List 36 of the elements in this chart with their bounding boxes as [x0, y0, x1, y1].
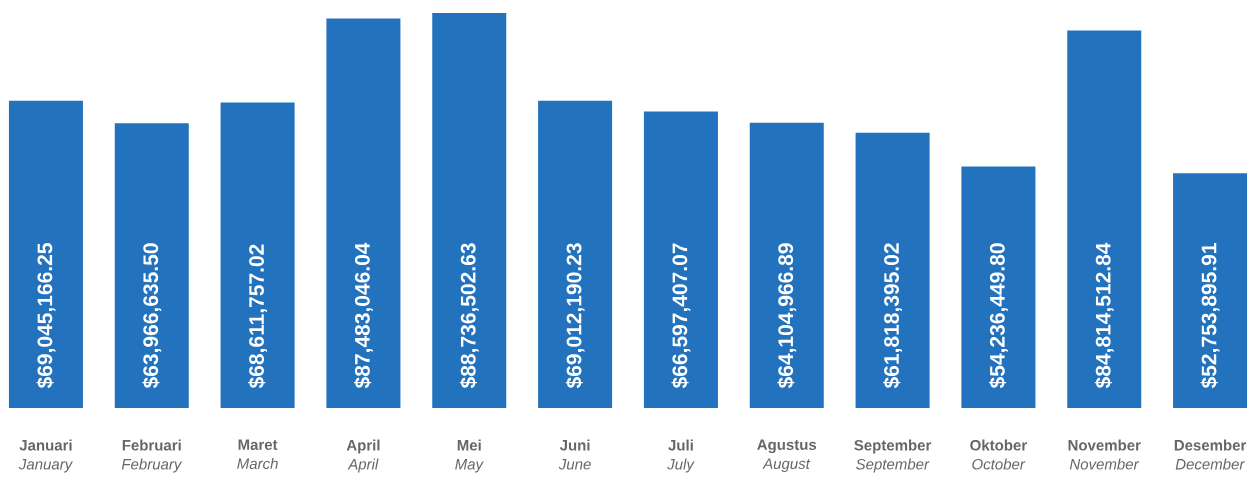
data-label: $54,236,449.80 — [988, 243, 1008, 389]
data-label: $63,966,635.50 — [142, 243, 162, 389]
data-label: $84,814,512.84 — [1094, 242, 1114, 389]
x-tick-label: Oktober October — [970, 439, 1027, 470]
data-label: $88,736,502.63 — [459, 243, 479, 389]
x-tick-label: Juni June — [558, 439, 591, 470]
data-label: $66,597,407.07 — [671, 243, 691, 389]
bar — [855, 132, 930, 408]
bar — [1067, 30, 1142, 408]
bar — [749, 122, 824, 408]
x-tick-label: September September — [854, 439, 932, 473]
x-tick-label: November November — [1068, 439, 1141, 470]
data-label: $87,483,046.04 — [354, 242, 373, 389]
bar — [432, 12, 507, 408]
bar — [326, 18, 401, 408]
data-label: $69,045,166.25 — [36, 243, 56, 389]
data-label: $61,818,395.02 — [883, 243, 902, 389]
bar — [1173, 173, 1248, 408]
bar — [961, 166, 1036, 408]
x-tick-label: April April — [346, 439, 380, 473]
data-label: $69,012,190.23 — [565, 243, 585, 389]
bar — [643, 111, 718, 408]
x-tick-label: Desember December — [1174, 439, 1247, 470]
x-tick-label: Januari January — [18, 439, 73, 473]
x-tick-label: Mei May — [455, 439, 484, 473]
bar — [220, 102, 295, 408]
x-tick-label: Februari February — [121, 439, 183, 473]
data-label: $68,611,757.02 — [248, 244, 268, 389]
bar — [538, 100, 613, 408]
x-tick-label: Maret March — [237, 439, 278, 469]
bar — [8, 100, 83, 408]
x-tick-label: Agustus August — [757, 439, 817, 472]
bar — [114, 123, 189, 408]
data-label: $64,104,966.89 — [777, 243, 797, 389]
data-label: $52,753,895.91 — [1200, 243, 1220, 389]
x-tick-label: Juli July — [667, 439, 695, 473]
